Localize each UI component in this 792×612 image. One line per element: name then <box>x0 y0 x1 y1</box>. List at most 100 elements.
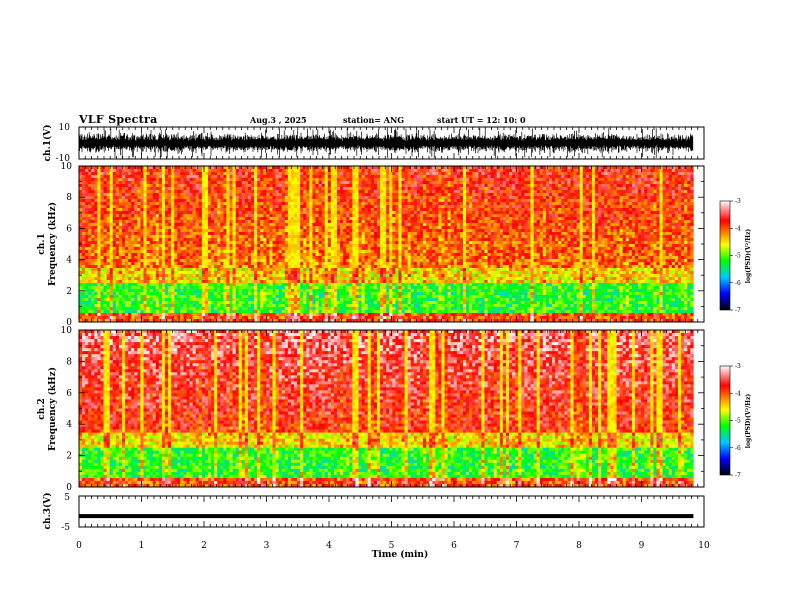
spectrogram-cell <box>610 214 614 218</box>
spectrogram-cell <box>628 226 633 230</box>
spectrogram-cell <box>466 166 470 170</box>
spectrogram-cell <box>208 220 212 224</box>
spectrogram-cell <box>370 178 375 182</box>
spectrogram-cell <box>275 217 279 221</box>
spectrogram-cell <box>355 184 359 188</box>
spectrogram-cell <box>177 181 181 185</box>
spectrogram-cell <box>478 217 482 221</box>
spectrogram-cell <box>570 199 574 203</box>
spectrogram-cell <box>570 181 574 185</box>
spectrogram-cell <box>235 193 240 197</box>
spectrogram-cell <box>576 187 581 191</box>
spectrogram-cell <box>186 220 190 224</box>
spectrogram-cell <box>315 238 319 242</box>
spectrogram-cell <box>214 205 218 209</box>
spectrogram-cell <box>358 232 362 236</box>
spectrogram-cell <box>570 178 574 182</box>
spectrogram-cell <box>198 217 203 221</box>
spectrogram-cell <box>85 196 89 200</box>
spectrogram-cell <box>598 235 602 239</box>
spectrogram-cell <box>358 223 362 227</box>
spectrogram-cell <box>232 169 236 173</box>
spectrogram-cell <box>128 232 132 236</box>
spectrogram-cell <box>604 214 608 218</box>
spectrogram-cell <box>186 199 190 203</box>
spectrogram-cell <box>85 178 89 182</box>
spectrogram-cell <box>143 172 147 176</box>
spectrogram-cell <box>389 229 393 233</box>
spectrogram-cell <box>214 202 218 206</box>
spectrogram-cell <box>333 226 338 230</box>
spectrogram-cell <box>198 196 203 200</box>
spectrogram-cell <box>312 172 316 176</box>
spectrogram-cell <box>186 223 190 227</box>
spectrogram-cell <box>318 178 322 182</box>
spectrogram-cell <box>552 202 556 206</box>
spectrogram-cell <box>579 205 584 209</box>
spectrogram-cell <box>490 199 494 203</box>
spectrogram-cell <box>238 172 243 176</box>
spectrogram-cell <box>198 175 203 179</box>
spectrogram-cell <box>435 220 439 224</box>
spectrogram-cell <box>478 181 482 185</box>
spectrogram-cell <box>312 229 316 233</box>
spectrogram-cell <box>165 193 169 197</box>
spectrogram-cell <box>542 217 547 221</box>
spectrogram-cell <box>641 235 645 239</box>
spectrogram-cell <box>118 208 123 212</box>
spectrogram-cell <box>533 187 538 191</box>
spectrogram-cell <box>118 175 123 179</box>
spectrogram-cell <box>484 190 488 194</box>
spectrogram-cell <box>438 220 442 224</box>
spectrogram-cell <box>512 187 516 191</box>
spectrogram-cell <box>653 184 657 188</box>
spectrogram-cell <box>386 190 390 194</box>
spectrogram-cell <box>149 199 154 203</box>
spectrogram-cell <box>641 205 645 209</box>
spectrogram-cell <box>146 175 150 179</box>
spectrogram-cell <box>456 199 461 203</box>
spectrogram-cell <box>552 229 556 233</box>
spectrogram-cell <box>539 184 544 188</box>
spectrogram-cell <box>380 190 384 194</box>
spectrogram-cell <box>472 220 476 224</box>
spectrogram-cell <box>530 214 534 218</box>
spectrogram-cell <box>115 184 120 188</box>
spectrogram-cell <box>604 196 608 200</box>
spectrogram-cell <box>561 181 565 185</box>
spectrogram-cell <box>340 235 344 239</box>
spectrogram-cell <box>204 232 209 236</box>
spectrogram-cell <box>287 217 292 221</box>
spectrogram-cell <box>419 238 424 242</box>
spectrogram-cell <box>659 172 663 176</box>
spectrogram-cell <box>687 226 691 230</box>
spectrogram-cell <box>309 220 313 224</box>
spectrogram-cell <box>269 211 273 215</box>
spectrogram-cell <box>204 229 209 233</box>
spectrogram-cell <box>432 181 436 185</box>
spectrogram-cell <box>582 226 587 230</box>
spectrogram-cell <box>275 172 279 176</box>
spectrogram-cell <box>171 187 175 191</box>
spectrogram-cell <box>122 178 126 182</box>
spectrogram-cell <box>674 175 679 179</box>
spectrogram-cell <box>493 205 498 209</box>
spectrogram-cell <box>641 190 645 194</box>
spectrogram-cell <box>389 214 393 218</box>
spectrogram-cell <box>613 235 617 239</box>
spectrogram-cell <box>195 232 200 236</box>
spectrogram-cell <box>355 238 359 242</box>
spectrogram-cell <box>665 217 670 221</box>
spectrogram-cell <box>592 175 596 179</box>
spectrogram-cell <box>174 205 178 209</box>
spectrogram-cell <box>337 214 341 218</box>
spectrogram-cell <box>355 196 359 200</box>
spectrogram-cell <box>386 223 390 227</box>
spectrogram-cell <box>257 202 261 206</box>
spectrogram-cell <box>674 172 679 176</box>
spectrogram-cell <box>549 211 553 215</box>
spectrogram-cell <box>650 166 654 170</box>
spectrogram-cell <box>201 208 206 212</box>
spectrogram-cell <box>370 235 375 239</box>
spectrogram-cell <box>493 235 498 239</box>
